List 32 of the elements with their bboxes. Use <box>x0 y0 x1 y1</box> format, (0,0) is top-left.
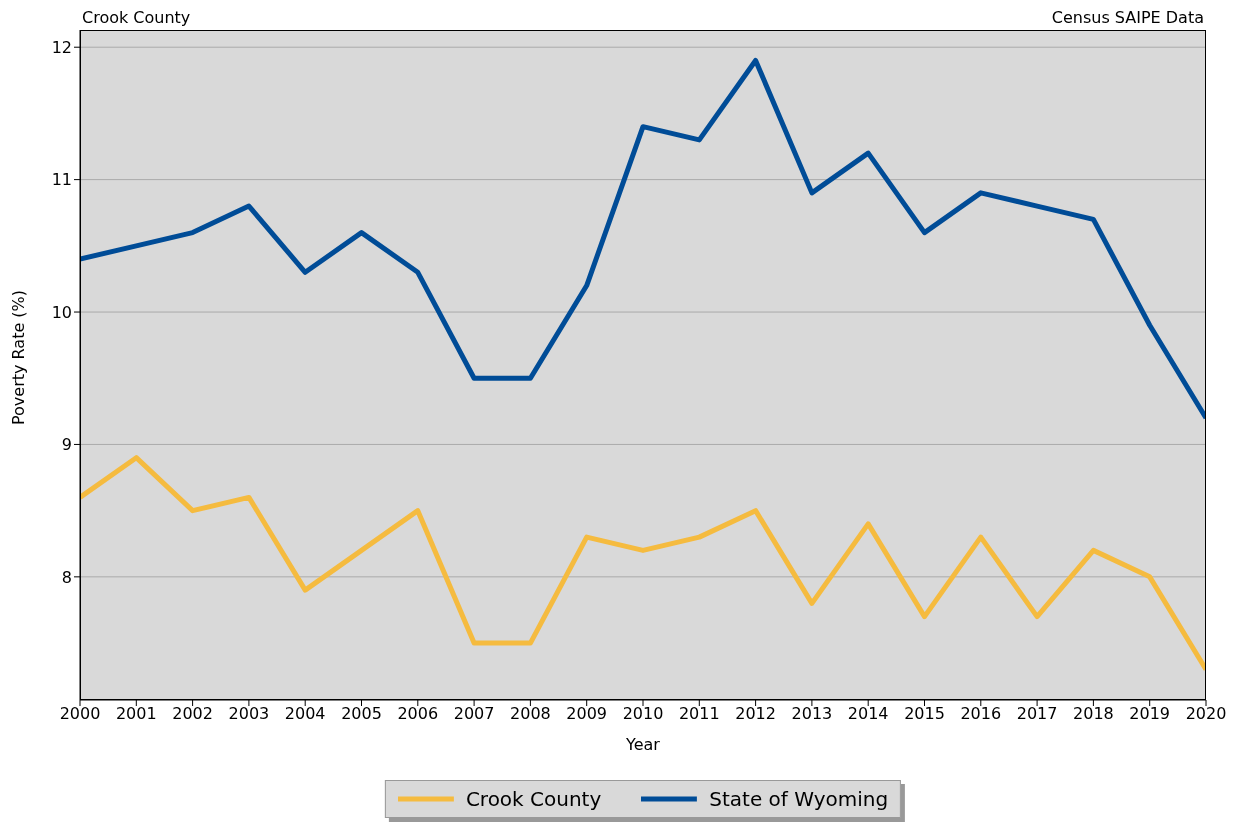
text: Census SAIPE Data <box>1051 8 1204 27</box>
text: Crook County <box>82 8 191 27</box>
y-tick-label: 8 <box>61 567 72 587</box>
x-tick-label: 2008 <box>510 704 551 724</box>
x-tick-label: 2003 <box>228 704 270 724</box>
x-tick-label: 2018 <box>1073 704 1114 724</box>
x-tick-label: 2020 <box>1185 704 1227 724</box>
x-tick-label: 2011 <box>678 704 720 724</box>
x-tick-label: 2006 <box>397 704 439 724</box>
x-tick-label: 2007 <box>453 704 495 724</box>
y-tick-label: 9 <box>61 435 72 455</box>
x-tick-label: 2013 <box>791 704 833 724</box>
x-tick-label: 2002 <box>172 704 213 724</box>
x-tick-label: 2005 <box>341 704 382 724</box>
y-tick-label: 11 <box>51 170 72 190</box>
y-tick-label: 10 <box>51 302 72 322</box>
x-tick-label: 2017 <box>1016 704 1058 724</box>
legend-label: Crook County <box>465 787 602 811</box>
x-tick-label: 2010 <box>622 704 664 724</box>
x-tick-label: 2000 <box>59 704 101 724</box>
x-tick-label: 2015 <box>904 704 945 724</box>
y-axis-title: Poverty Rate (%) <box>8 289 28 425</box>
x-tick-label: 2016 <box>960 704 1002 724</box>
x-tick-label: 2019 <box>1129 704 1171 724</box>
x-tick-label: 2014 <box>847 704 889 724</box>
x-tick-label: 2012 <box>735 704 776 724</box>
y-tick-label: 12 <box>51 37 72 57</box>
x-axis-title: Year <box>625 735 661 754</box>
legend-label: State of Wyoming <box>709 787 889 811</box>
x-tick-label: 2009 <box>566 704 608 724</box>
x-tick-label: 2001 <box>115 704 157 724</box>
x-tick-label: 2004 <box>284 704 326 724</box>
